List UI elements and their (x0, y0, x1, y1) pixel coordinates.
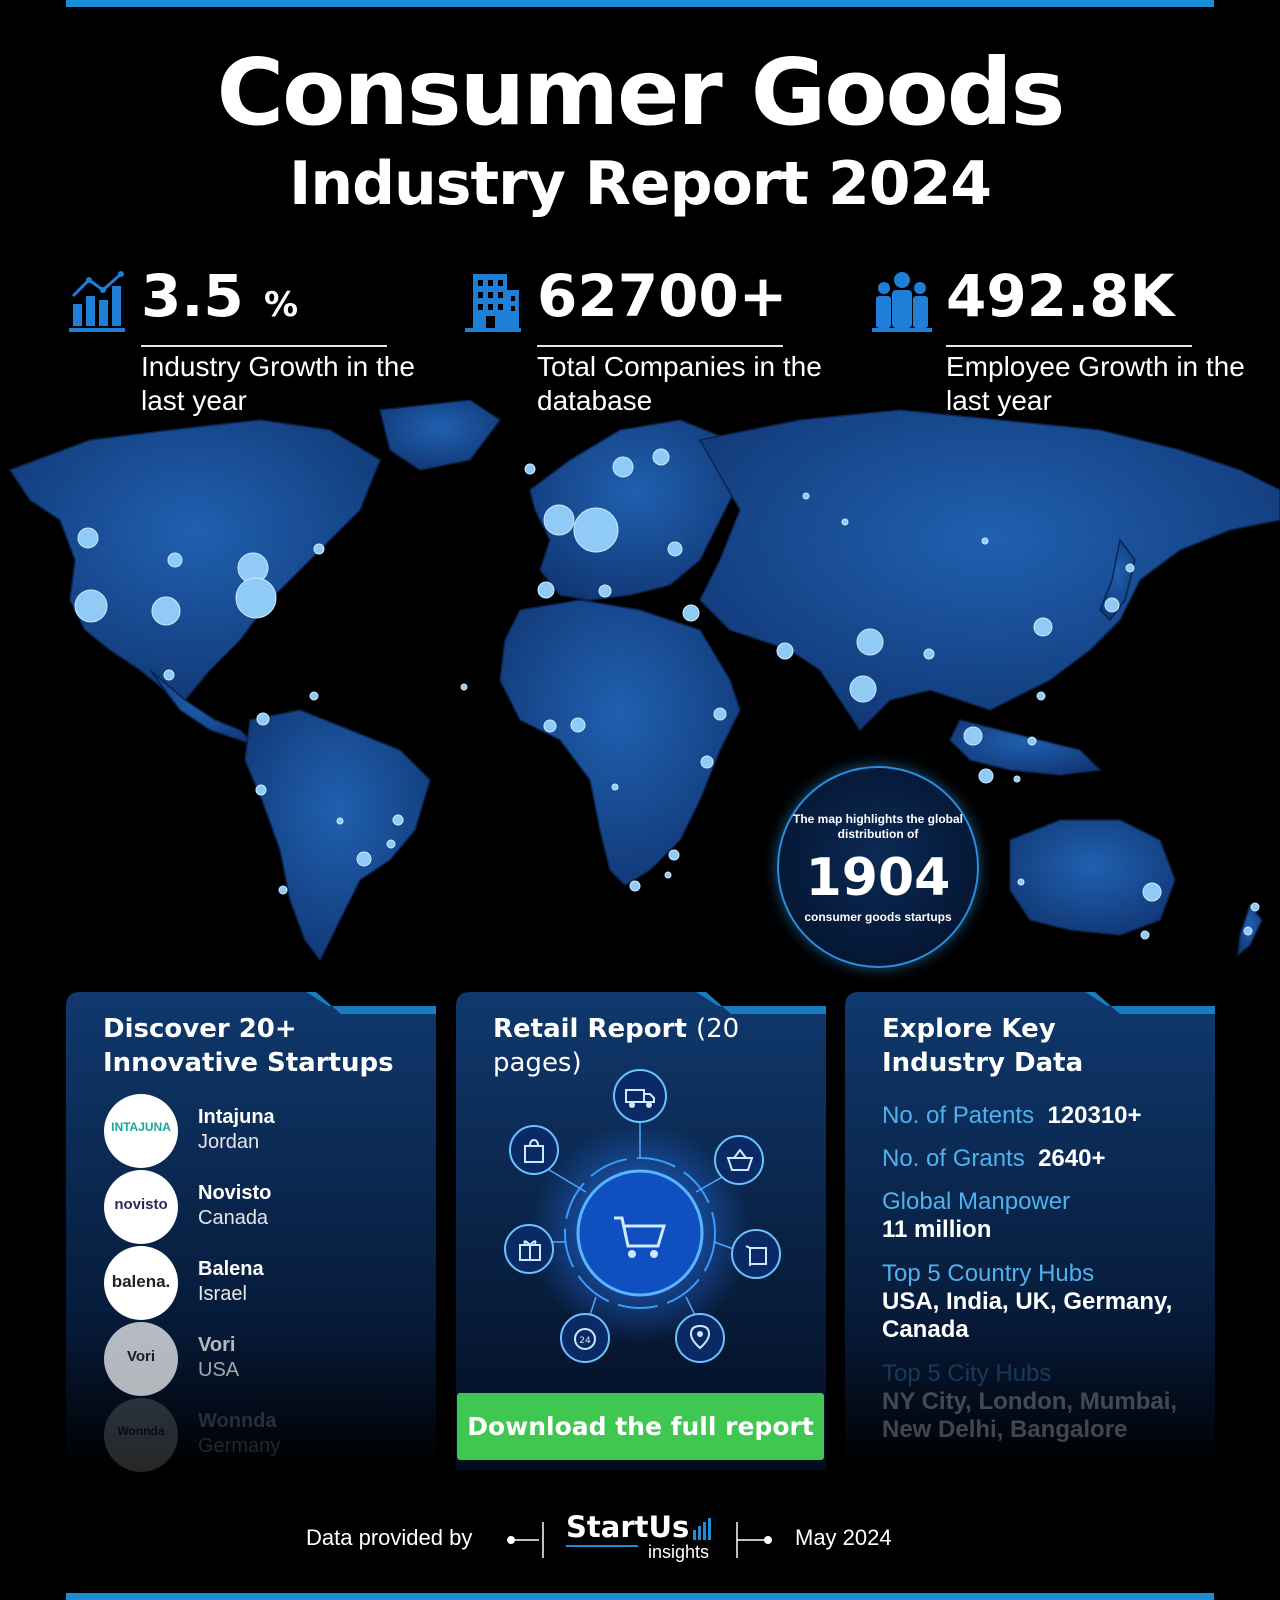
city-hubs-value: NY City, London, Mumbai, New Delhi, Bang… (882, 1388, 1178, 1443)
bars-logo-icon (693, 1518, 711, 1540)
country-hubs-value: USA, India, UK, Germany, Canada (882, 1288, 1173, 1343)
map-asia (698, 409, 1280, 732)
data-provided-label: Data provided by (306, 1525, 473, 1550)
grants-value: 2640+ (1038, 1145, 1106, 1172)
patents-label: No. of Patents (882, 1102, 1035, 1129)
startup-name: Intajuna (198, 1106, 275, 1128)
patents-value: 120310+ (1047, 1102, 1142, 1129)
startus-insights-logo[interactable]: StartUs insights (566, 1510, 716, 1566)
growth-chart-icon (69, 271, 125, 332)
building-icon (465, 274, 521, 332)
manpower-label: Global Manpower (882, 1188, 1071, 1215)
bottom-accent-bar (66, 1593, 1214, 1600)
stat-divider (946, 345, 1192, 347)
grants-label: No. of Grants (882, 1145, 1025, 1172)
shopping-cart-icon (614, 1216, 667, 1258)
startup-item[interactable]: novisto Novisto Canada (104, 1170, 404, 1244)
industry-data-card: Explore Key Industry Data No. of Patents… (845, 992, 1215, 1470)
top-accent-bar (66, 0, 1214, 7)
startup-dots (74, 448, 1260, 940)
svg-text:24: 24 (579, 1336, 591, 1346)
card-heading: Retail Report (20 pages) (493, 1014, 740, 1078)
city-hubs-label: Top 5 City Hubs (882, 1360, 1052, 1387)
delivery-truck-icon (625, 1089, 655, 1108)
stat-divider (537, 345, 783, 347)
manpower-value: 11 million (882, 1216, 992, 1243)
card-background (456, 992, 826, 1470)
map-southeast-asia (949, 719, 1102, 776)
location-map-icon (689, 1324, 711, 1350)
stat-description: Total Companies in the database (537, 351, 822, 416)
map-south-america (244, 709, 431, 962)
startup-item[interactable]: balena. Balena Israel (104, 1246, 404, 1320)
brand-underline (566, 1545, 638, 1547)
startup-name: Wonnda (198, 1410, 277, 1432)
startup-item[interactable]: INTAJUNA Intajuna Jordan (104, 1094, 404, 1168)
stat-divider (141, 345, 387, 347)
footer-connector-right (736, 1522, 772, 1558)
basket-icon (726, 1148, 754, 1171)
startup-name: Balena (198, 1258, 264, 1280)
card-heading: Explore Key Industry Data (882, 1014, 1084, 1078)
report-date: May 2024 (795, 1525, 892, 1550)
startups-card: Discover 20+ Innovative Startups INTAJUN… (66, 992, 436, 1472)
map-greenland (379, 400, 502, 471)
patents-row: No. of Patents 120310+ (882, 1102, 1142, 1130)
stat-value: 492.8K (946, 262, 1175, 330)
card-background (845, 992, 1215, 1470)
brand-subtitle: insights (648, 1542, 710, 1562)
map-north-america (8, 419, 381, 701)
badge-intro-text: The map highlights the global distributi… (793, 812, 963, 841)
map-australia (1009, 819, 1176, 936)
stat-value: 62700+ (537, 262, 788, 330)
map-africa (499, 599, 741, 886)
shopping-bag-icon (524, 1138, 544, 1163)
manpower-row: Global Manpower 11 million (882, 1188, 1202, 1244)
startup-item[interactable]: Vori Vori USA (104, 1322, 404, 1396)
gift-icon (519, 1240, 541, 1261)
startup-item[interactable]: Wonnda Wonnda Germany (104, 1398, 404, 1472)
country-hubs-label: Top 5 Country Hubs (882, 1260, 1095, 1287)
startup-country: Jordan (198, 1131, 260, 1153)
startup-logo: Wonnda (104, 1398, 178, 1472)
startup-logo: Vori (104, 1322, 178, 1396)
stat-description: Industry Growth in the last year (141, 351, 415, 416)
startup-name: Novisto (198, 1182, 272, 1204)
stat-value: 3.5 % (141, 262, 299, 330)
grants-row: No. of Grants 2640+ (882, 1145, 1105, 1173)
startup-country: Canada (198, 1207, 269, 1229)
page-title: Consumer Goods (216, 39, 1066, 146)
stat-description: Employee Growth in the last year (946, 351, 1245, 416)
footer-connector-left (507, 1522, 544, 1558)
package-icon (745, 1245, 767, 1266)
badge-count: 1904 (805, 848, 951, 908)
startup-logo: novisto (104, 1170, 178, 1244)
country-hubs-row: Top 5 Country Hubs USA, India, UK, Germa… (882, 1260, 1202, 1344)
brand-name: StartUs (566, 1510, 690, 1544)
city-hubs-row: Top 5 City Hubs NY City, London, Mumbai,… (882, 1360, 1202, 1444)
card-heading: Discover 20+ Innovative Startups (103, 1014, 394, 1078)
page-subtitle: Industry Report 2024 (289, 149, 992, 219)
badge-caption: consumer goods startups (804, 910, 952, 924)
support-24-icon: 24 (574, 1328, 596, 1350)
download-report-button[interactable]: Download the full report (457, 1393, 824, 1460)
startup-country: USA (198, 1359, 240, 1381)
map-europe (529, 419, 741, 601)
report-card: Retail Report (20 pages) 24 (456, 992, 826, 1470)
startup-country: Israel (198, 1283, 247, 1305)
startup-name: Vori (198, 1334, 236, 1356)
startup-logo: balena. (104, 1246, 178, 1320)
startup-country: Germany (198, 1435, 281, 1457)
startup-logo: INTAJUNA (104, 1094, 178, 1168)
startup-count-badge: The map highlights the global distributi… (777, 766, 979, 968)
world-map (8, 400, 1280, 962)
people-icon (872, 272, 932, 332)
